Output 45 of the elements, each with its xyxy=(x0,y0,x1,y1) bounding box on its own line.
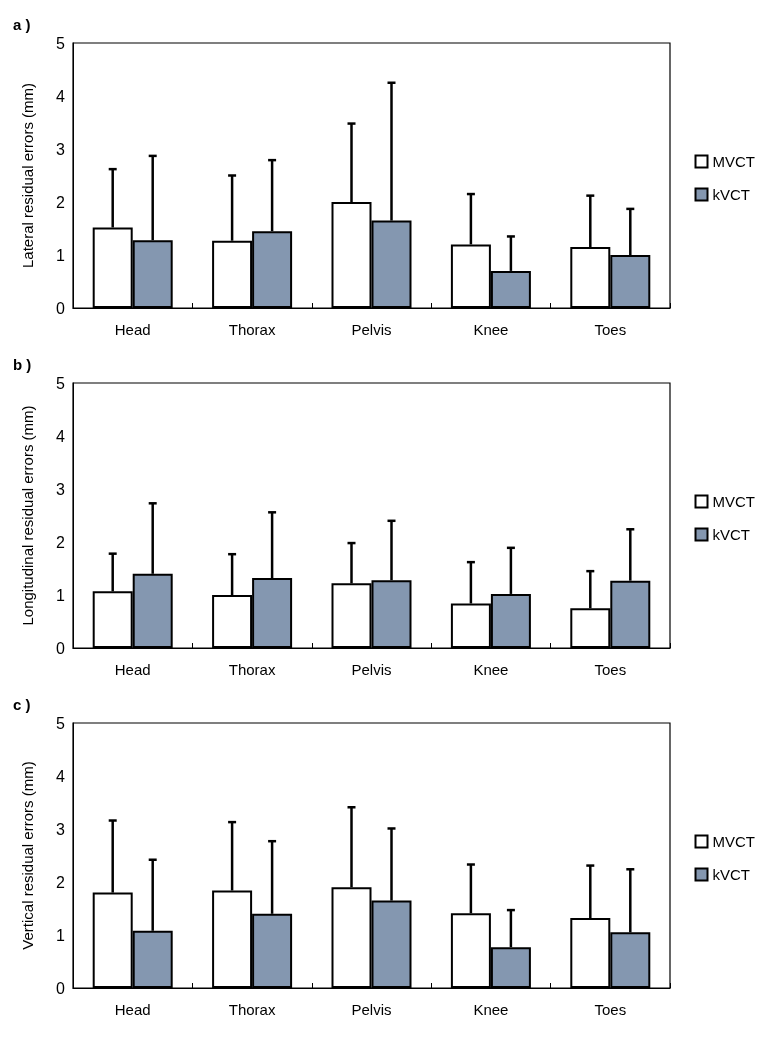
x-tick-label: Knee xyxy=(473,661,509,678)
x-tick-label: Toes xyxy=(594,1001,627,1018)
y-tick-label: 5 xyxy=(56,34,66,52)
y-tick-label: 2 xyxy=(56,193,66,211)
y-axis-title: Longitudinal residual errors (mm) xyxy=(19,405,36,626)
x-tick-label: Head xyxy=(114,321,151,338)
y-tick-label: 3 xyxy=(56,140,66,158)
y-tick-label: 4 xyxy=(56,767,66,785)
y-axis-title: Lateral residual errors (mm) xyxy=(19,82,36,269)
y-tick-label: 3 xyxy=(56,480,66,498)
y-tick-label: 1 xyxy=(56,246,66,264)
x-tick-label: Pelvis xyxy=(351,321,392,338)
y-tick-label: 1 xyxy=(56,926,66,944)
x-tick-label: Thorax xyxy=(228,1001,276,1018)
x-tick-label: Pelvis xyxy=(351,1001,392,1018)
x-tick-label: Pelvis xyxy=(351,661,392,678)
y-axis-title: Vertical residual errors (mm) xyxy=(19,761,36,950)
x-tick-label: Head xyxy=(114,661,151,678)
y-tick-label: 0 xyxy=(56,979,66,997)
chart-title: c ) xyxy=(13,696,31,713)
legend-label: MVCT xyxy=(712,493,755,510)
x-tick-label: Knee xyxy=(473,1001,509,1018)
legend-label: MVCT xyxy=(712,833,755,850)
y-tick-label: 2 xyxy=(56,533,66,551)
y-tick-label: 5 xyxy=(56,714,66,732)
y-tick-label: 0 xyxy=(56,299,66,317)
legend-label: kVCT xyxy=(712,526,750,543)
y-tick-label: 2 xyxy=(56,873,66,891)
x-tick-label: Head xyxy=(114,1001,151,1018)
chart-title: a ) xyxy=(13,16,31,33)
x-tick-label: Thorax xyxy=(228,321,276,338)
x-tick-label: Toes xyxy=(594,321,627,338)
y-tick-label: 1 xyxy=(56,586,66,604)
legend-label: kVCT xyxy=(712,186,750,203)
legend-label: kVCT xyxy=(712,866,750,883)
y-tick-label: 3 xyxy=(56,820,66,838)
chart-title: b ) xyxy=(13,356,32,373)
x-tick-label: Thorax xyxy=(228,661,276,678)
x-tick-label: Knee xyxy=(473,321,509,338)
x-tick-label: Toes xyxy=(594,661,627,678)
legend-label: MVCT xyxy=(712,153,755,170)
y-tick-label: 5 xyxy=(56,374,66,392)
y-tick-label: 0 xyxy=(56,639,66,657)
y-tick-label: 4 xyxy=(56,87,66,105)
y-tick-label: 4 xyxy=(56,427,66,445)
